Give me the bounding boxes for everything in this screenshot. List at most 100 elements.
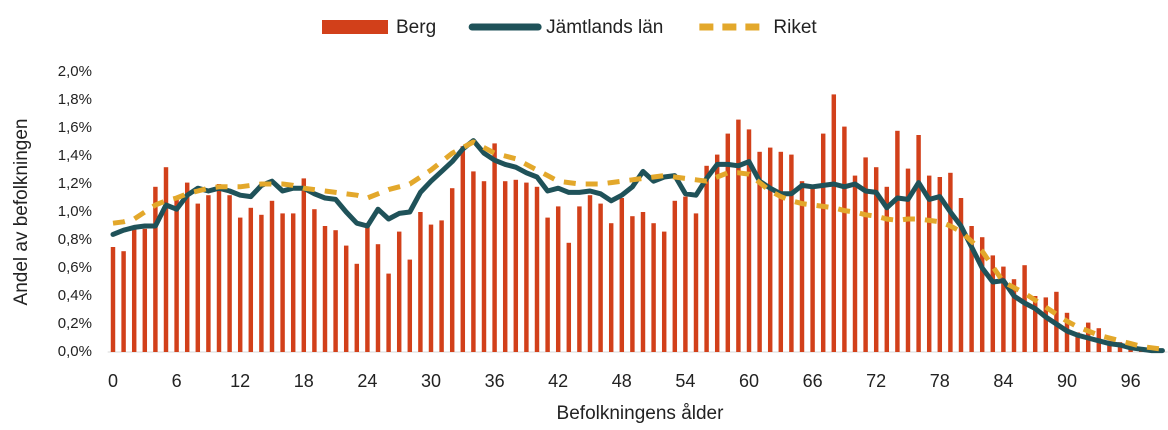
bar	[460, 146, 466, 352]
bar	[661, 231, 667, 352]
bar	[184, 182, 190, 352]
bar	[672, 200, 678, 352]
x-axis-title: Befolkningens ålder	[557, 403, 725, 424]
bar	[386, 273, 391, 352]
x-tick-label: 48	[612, 371, 632, 391]
bar	[725, 133, 731, 352]
y-axis-title: Andel av befolkningen	[11, 119, 32, 306]
bar	[958, 198, 964, 352]
bar	[513, 179, 519, 352]
x-tick-label: 60	[739, 371, 759, 391]
bar	[799, 181, 805, 352]
bar	[587, 195, 593, 352]
bar	[778, 151, 784, 352]
x-tick-label: 6	[172, 371, 182, 391]
bar	[248, 207, 254, 352]
bar	[131, 228, 137, 352]
bar	[280, 213, 285, 352]
x-tick-label: 30	[421, 371, 441, 391]
x-tick-label: 12	[230, 371, 250, 391]
y-tick-label: 1,0%	[58, 203, 92, 220]
y-tick-label: 1,2%	[58, 175, 92, 192]
x-tick-label: 78	[930, 371, 950, 391]
bar	[502, 181, 508, 352]
bar	[990, 255, 996, 352]
bar	[418, 212, 423, 352]
bar	[831, 94, 837, 353]
bar	[640, 212, 646, 352]
y-tick-label: 0,6%	[58, 259, 92, 276]
bar	[577, 206, 582, 352]
bar	[121, 251, 126, 352]
bar	[683, 196, 688, 352]
bar	[1001, 266, 1006, 352]
x-tick-label: 36	[485, 371, 505, 391]
bar	[354, 263, 360, 352]
bar	[948, 172, 953, 352]
bar	[608, 223, 614, 352]
bar	[534, 186, 540, 352]
bar	[269, 200, 275, 352]
bar	[1075, 332, 1080, 352]
bar	[905, 168, 911, 352]
bar	[163, 167, 169, 352]
bar	[555, 206, 561, 352]
bar	[630, 216, 635, 352]
bar	[174, 198, 179, 352]
bar	[428, 224, 434, 352]
x-tick-label: 24	[357, 371, 377, 391]
bar	[492, 143, 497, 352]
bar	[365, 226, 370, 352]
bar	[1043, 297, 1049, 352]
bar	[301, 178, 307, 352]
bar	[407, 259, 413, 352]
line	[112, 139, 1163, 352]
bar	[810, 185, 815, 352]
bar	[481, 181, 487, 352]
bar	[1011, 279, 1017, 352]
bar	[322, 226, 328, 352]
bar	[1032, 296, 1038, 352]
bar	[545, 217, 550, 352]
bar	[863, 157, 868, 352]
bar	[259, 214, 264, 352]
x-tick-label: 54	[675, 371, 695, 391]
legend-label: Riket	[773, 17, 817, 38]
y-tick-label: 0,8%	[58, 231, 92, 248]
bar	[1107, 340, 1112, 352]
bar	[439, 220, 444, 352]
legend-swatch	[322, 20, 388, 34]
bar	[237, 217, 243, 352]
x-tick-label: 90	[1057, 371, 1077, 391]
bar	[195, 203, 201, 352]
y-tick-label: 1,4%	[58, 147, 92, 164]
bar	[736, 119, 741, 352]
x-tick-label: 18	[294, 371, 314, 391]
bar	[916, 135, 921, 352]
bar	[789, 154, 794, 352]
bar	[820, 133, 826, 352]
bar	[312, 209, 317, 352]
bar	[396, 231, 402, 352]
bar	[757, 151, 762, 352]
bar	[746, 129, 752, 352]
bar	[884, 186, 890, 352]
bar	[895, 130, 900, 352]
bar	[704, 165, 709, 352]
bar	[842, 126, 847, 352]
y-tick-label: 0,0%	[58, 343, 92, 360]
bar	[926, 175, 932, 352]
bar	[651, 223, 656, 352]
bar	[375, 244, 381, 352]
bar	[598, 203, 603, 352]
bar	[969, 226, 974, 352]
bar	[290, 213, 296, 352]
bar	[873, 167, 879, 352]
bar	[449, 188, 455, 352]
bar	[937, 177, 943, 352]
bar	[343, 245, 349, 352]
bar	[852, 175, 858, 352]
bar	[693, 213, 699, 352]
bar	[471, 171, 476, 352]
